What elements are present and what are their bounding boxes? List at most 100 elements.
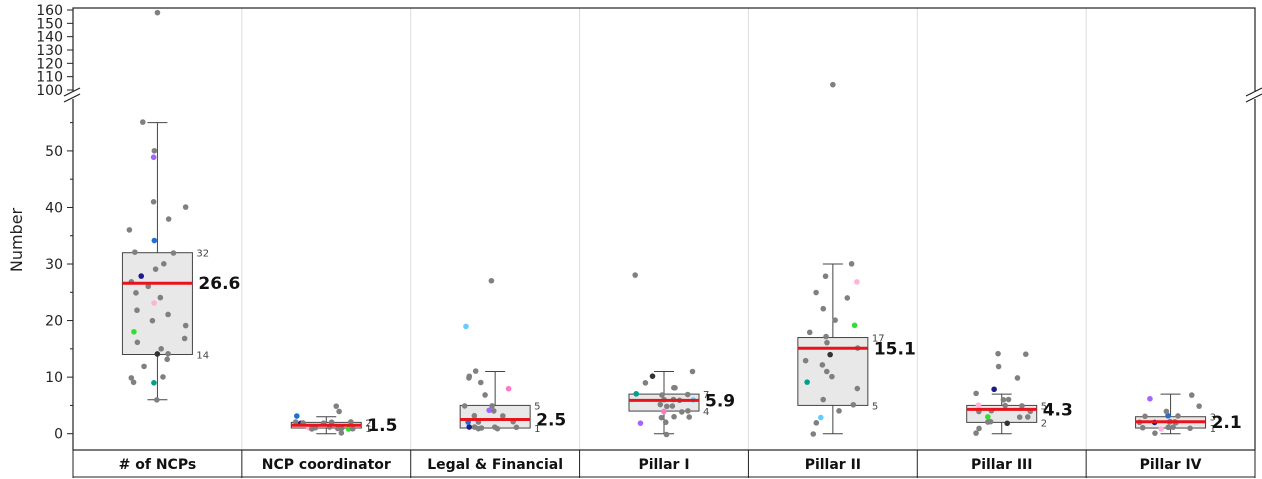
data-point (157, 294, 164, 301)
data-point (819, 362, 826, 368)
data-point (820, 305, 827, 312)
data-point (151, 237, 158, 244)
data-point (165, 311, 171, 318)
data-point (642, 380, 649, 386)
data-point (804, 379, 810, 385)
q3-label: 3 (1210, 413, 1216, 424)
data-point (1188, 392, 1195, 398)
data-point (134, 339, 141, 346)
data-point (662, 419, 669, 426)
data-point (822, 273, 829, 280)
y-tick-label: 110 (36, 70, 63, 86)
data-point (854, 385, 861, 392)
data-point (138, 273, 145, 279)
y-tick-label: 100 (36, 83, 63, 99)
data-point (686, 414, 692, 420)
data-point (1000, 397, 1007, 403)
category-label: Pillar III (971, 457, 1033, 473)
data-point (1170, 424, 1176, 430)
data-point (976, 425, 982, 432)
q3-label: 5 (1041, 401, 1047, 412)
data-point (151, 379, 157, 386)
data-point (151, 147, 158, 154)
q3-label: 7 (703, 390, 709, 401)
data-point (150, 154, 157, 161)
data-point (154, 397, 160, 403)
data-point (490, 408, 497, 414)
q1-label: 1 (365, 424, 371, 435)
data-point (131, 328, 137, 335)
data-point (182, 204, 189, 210)
mean-value-label: 5.9 (705, 391, 735, 411)
data-point (995, 350, 1001, 357)
mean-value-label: 4.3 (1043, 400, 1073, 420)
data-point (160, 374, 166, 380)
mean-value-label: 2.1 (1212, 413, 1242, 433)
data-point (1158, 426, 1164, 432)
data-point (633, 391, 640, 397)
data-point (309, 426, 315, 432)
data-point (472, 368, 479, 374)
box-group-4: 745.9 (628, 272, 735, 438)
data-point (827, 351, 833, 358)
data-point (802, 357, 809, 364)
data-point (663, 431, 670, 438)
mean-value-label: 15.1 (874, 339, 916, 359)
y-tick-label: 50 (45, 144, 63, 160)
y-tick-label: 0 (54, 427, 63, 443)
data-point (1139, 424, 1146, 431)
data-point (145, 283, 152, 290)
box-group-6: 524.3 (966, 350, 1073, 436)
data-point (349, 425, 356, 432)
category-label: Legal & Financial (427, 457, 563, 473)
axis-break-mark (1245, 93, 1262, 103)
data-point (1019, 403, 1025, 409)
data-point (817, 414, 824, 421)
box-group-2: 211.5 (290, 403, 397, 436)
data-point (1165, 412, 1171, 419)
q1-label: 1 (1210, 424, 1216, 435)
data-point (513, 424, 520, 431)
q1-label: 2 (1041, 418, 1047, 429)
data-point (130, 379, 137, 386)
data-point (141, 363, 147, 370)
data-point (649, 373, 656, 379)
data-point (333, 403, 340, 409)
data-point (491, 424, 498, 430)
category-label: Pillar IV (1140, 457, 1202, 473)
data-point (486, 407, 492, 414)
data-point (829, 373, 835, 380)
data-point (975, 402, 982, 408)
outlier-point (830, 81, 836, 88)
data-point (345, 426, 352, 432)
data-point (335, 425, 341, 432)
data-point (170, 250, 177, 256)
q3-label: 32 (196, 249, 209, 260)
data-point (1142, 413, 1148, 420)
data-point (851, 322, 858, 329)
axis-break-gap (1247, 91, 1262, 99)
data-point (134, 307, 140, 314)
data-point (973, 390, 979, 397)
q3-label: 2 (365, 418, 371, 429)
data-point (1147, 395, 1153, 402)
data-point (133, 290, 139, 296)
data-point (987, 418, 994, 425)
data-point (292, 419, 299, 425)
data-point (161, 261, 167, 267)
data-point (671, 413, 677, 420)
y-tick-label: 10 (45, 370, 63, 386)
data-point (854, 279, 860, 285)
data-point (657, 401, 664, 408)
box-group-3: 512.5 (459, 277, 566, 435)
y-tick-label: 160 (36, 3, 63, 19)
data-point (1022, 351, 1029, 357)
data-point (1187, 425, 1193, 432)
axis-break-mark (63, 93, 81, 103)
data-point (823, 368, 830, 375)
data-point (151, 300, 157, 306)
data-point (1152, 430, 1158, 436)
data-point (844, 295, 851, 301)
q1-label: 1 (534, 424, 540, 435)
q1-label: 5 (872, 401, 878, 412)
